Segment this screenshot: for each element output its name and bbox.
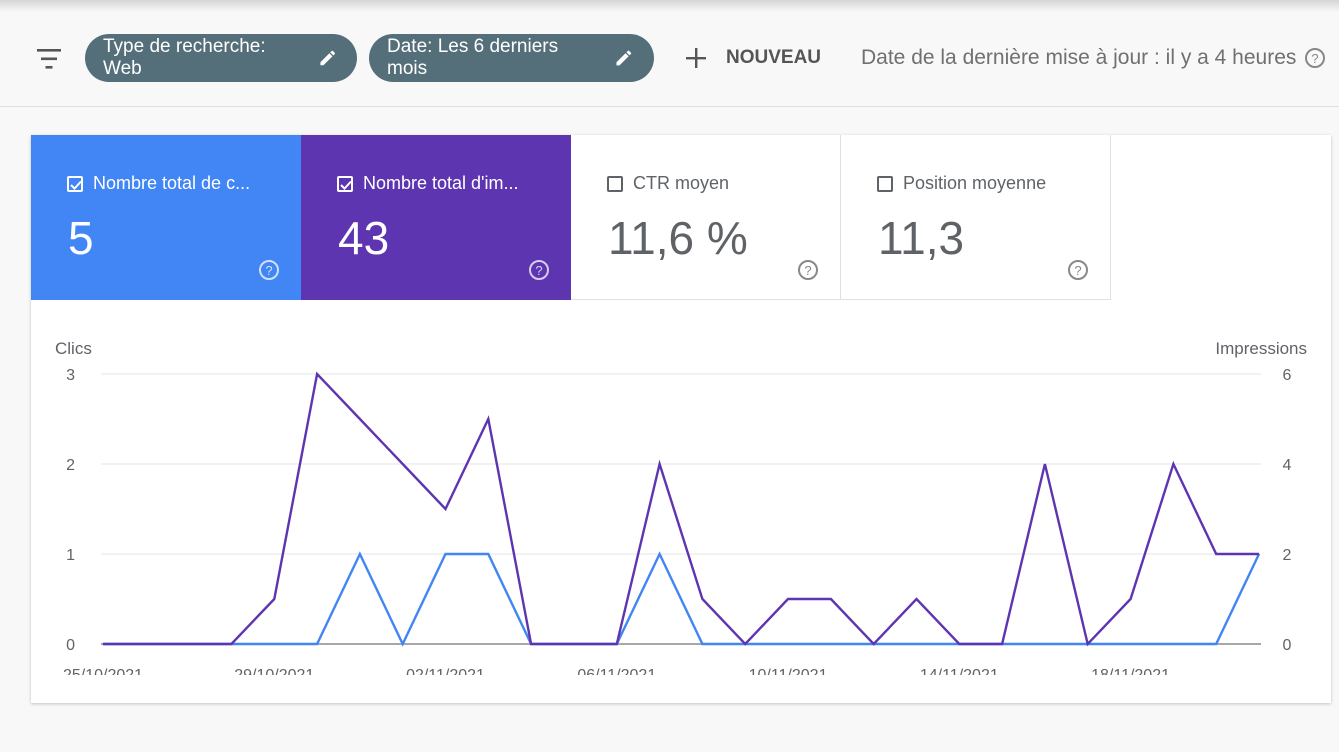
- svg-text:?: ?: [535, 263, 542, 278]
- help-icon[interactable]: ?: [797, 259, 819, 281]
- svg-text:?: ?: [1312, 51, 1319, 66]
- last-updated-text: Date de la dernière mise à jour : il y a…: [861, 46, 1297, 69]
- metric-label-row: Nombre total d'im...: [337, 173, 519, 194]
- filter-bar: Type de recherche: Web Date: Les 6 derni…: [0, 12, 1339, 107]
- x-tick-label: 25/10/2021: [63, 667, 143, 675]
- svg-text:?: ?: [265, 263, 272, 278]
- x-tick-label: 10/11/2021: [749, 667, 828, 675]
- help-icon[interactable]: ?: [258, 259, 280, 281]
- checkbox-checked-icon[interactable]: [337, 175, 353, 192]
- impressions-series-line: [103, 371, 1259, 647]
- help-icon[interactable]: ?: [1067, 259, 1089, 281]
- metric-value: 5: [68, 212, 94, 264]
- checkbox-unchecked-icon[interactable]: [877, 175, 893, 192]
- search-type-chip[interactable]: Type de recherche: Web: [85, 34, 357, 82]
- right-tick-label: 0: [1283, 637, 1292, 654]
- metric-label-row: CTR moyen: [607, 173, 729, 194]
- new-filter-label: NOUVEAU: [726, 47, 822, 68]
- x-tick-label: 02/11/2021: [406, 667, 485, 675]
- date-chip[interactable]: Date: Les 6 derniers mois: [369, 34, 654, 82]
- metric-total-clicks[interactable]: Nombre total de c... 5 ?: [31, 135, 301, 300]
- metric-total-impressions[interactable]: Nombre total d'im... 43 ?: [301, 135, 571, 300]
- metric-label: Nombre total de c...: [93, 173, 251, 193]
- metric-average-position[interactable]: Position moyenne 11,3 ?: [841, 135, 1111, 300]
- left-axis-title: Clics: [55, 339, 92, 358]
- svg-text:?: ?: [1074, 263, 1081, 278]
- search-type-chip-label: Type de recherche: Web: [103, 36, 266, 79]
- edit-pencil-icon: [320, 50, 335, 66]
- metric-value: 11,6 %: [608, 212, 748, 264]
- right-tick-label: 2: [1283, 547, 1292, 564]
- performance-chart[interactable]: Clics Impressions 0 0 1 2 2 4 3 6 25/10/2021 29/10/…: [31, 305, 1331, 675]
- top-shadow: [0, 0, 1339, 12]
- x-tick-label: 06/11/2021: [577, 667, 656, 675]
- clicks-series-line: [103, 551, 1261, 647]
- help-icon[interactable]: ?: [528, 259, 550, 281]
- svg-text:?: ?: [804, 263, 811, 278]
- right-axis-title: Impressions: [1215, 339, 1307, 358]
- left-tick-label: 2: [66, 457, 75, 474]
- x-tick-label: 18/11/2021: [1091, 667, 1170, 675]
- metric-label-row: Position moyenne: [877, 173, 1046, 194]
- left-tick-label: 3: [66, 367, 75, 384]
- date-chip-label: Date: Les 6 derniers mois: [387, 36, 559, 79]
- x-tick-label: 29/10/2021: [234, 667, 314, 675]
- performance-card: Nombre total de c... 5 ? Nombre total d'…: [31, 135, 1331, 703]
- new-filter-button[interactable]: NOUVEAU: [684, 34, 821, 82]
- metric-value: 43: [338, 212, 390, 264]
- left-tick-label: 0: [66, 637, 75, 654]
- plus-icon: [686, 48, 706, 68]
- metric-label: Position moyenne: [903, 173, 1047, 193]
- right-tick-label: 6: [1283, 367, 1292, 384]
- right-tick-label: 4: [1283, 457, 1292, 474]
- metric-label: Nombre total d'im...: [363, 173, 519, 193]
- last-updated: Date de la dernière mise à jour : il y a…: [861, 34, 1326, 82]
- edit-pencil-icon: [616, 50, 632, 66]
- metric-average-ctr[interactable]: CTR moyen 11,6 % ?: [571, 135, 841, 300]
- help-icon[interactable]: ?: [1304, 47, 1326, 69]
- checkbox-unchecked-icon[interactable]: [607, 175, 623, 192]
- metric-label-row: Nombre total de c...: [67, 173, 250, 194]
- filter-icon[interactable]: [35, 47, 63, 71]
- left-tick-label: 1: [66, 547, 75, 564]
- metric-value: 11,3: [878, 212, 965, 264]
- metric-label: CTR moyen: [633, 173, 730, 193]
- checkbox-checked-icon[interactable]: [67, 175, 83, 192]
- x-tick-label: 14/11/2021: [920, 667, 999, 675]
